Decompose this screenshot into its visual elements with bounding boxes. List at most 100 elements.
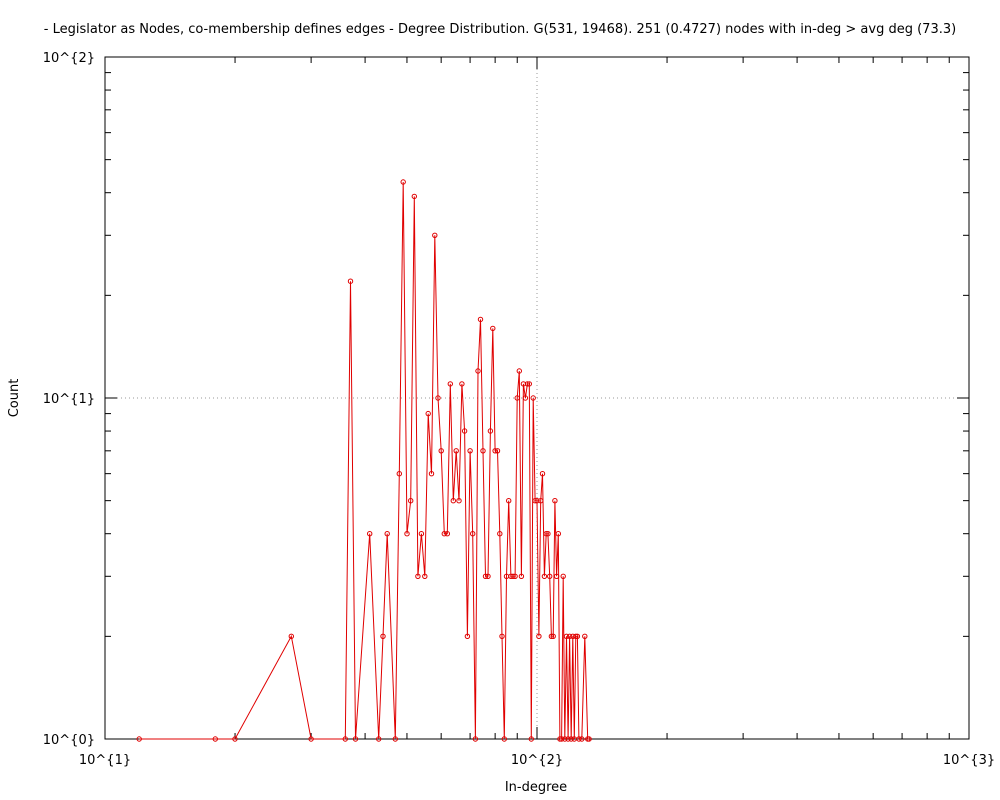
- data-point: [512, 573, 518, 579]
- data-point: [376, 736, 382, 742]
- data-point: [411, 193, 417, 200]
- data-point: [444, 531, 450, 537]
- data-point: [232, 736, 238, 742]
- data-point: [499, 633, 505, 639]
- data-point: [562, 736, 568, 742]
- data-point: [510, 573, 516, 579]
- data-point: [553, 573, 560, 579]
- data-point: [384, 531, 390, 537]
- data-point: [568, 736, 574, 742]
- data-point: [522, 395, 529, 401]
- data-point: [425, 410, 431, 417]
- data-point: [464, 633, 471, 639]
- data-series: [136, 179, 592, 742]
- data-point: [450, 498, 456, 504]
- data-point: [576, 736, 582, 742]
- x-tick-label: 10^{2}: [511, 753, 563, 768]
- data-point: [415, 573, 421, 579]
- data-point: [528, 736, 534, 742]
- data-point: [582, 633, 588, 639]
- data-point: [453, 448, 459, 454]
- data-point: [539, 471, 546, 477]
- data-point: [541, 573, 548, 579]
- data-point: [475, 368, 481, 374]
- data-point: [288, 633, 294, 639]
- data-point: [514, 395, 520, 401]
- data-point: [524, 381, 531, 387]
- data-point: [308, 736, 314, 742]
- data-point: [380, 633, 386, 639]
- data-point: [492, 448, 498, 454]
- data-point: [432, 232, 438, 239]
- data-point: [422, 573, 428, 579]
- chart-title: - Legislator as Nodes, co-membership def…: [44, 22, 956, 37]
- data-point: [392, 736, 398, 742]
- data-point: [441, 531, 447, 537]
- data-point: [404, 531, 410, 537]
- data-point: [494, 448, 501, 454]
- data-point: [212, 736, 219, 742]
- data-point: [545, 531, 551, 537]
- data-point: [563, 633, 570, 639]
- y-tick-label: 10^{1}: [43, 392, 95, 407]
- data-point: [516, 368, 522, 374]
- data-point: [447, 381, 453, 387]
- data-point: [470, 531, 476, 537]
- data-point: [342, 736, 348, 742]
- data-point: [477, 316, 484, 323]
- y-tick-label: 10^{0}: [43, 733, 95, 748]
- data-point: [547, 573, 553, 579]
- data-point: [526, 381, 532, 387]
- data-point: [501, 736, 507, 742]
- x-tick-label: 10^{3}: [943, 753, 995, 768]
- data-point: [579, 736, 585, 742]
- data-point: [565, 736, 571, 742]
- y-tick-label: 10^{2}: [43, 51, 95, 66]
- data-point: [400, 179, 406, 185]
- data-point: [408, 498, 414, 504]
- data-point: [480, 448, 486, 454]
- plot-frame: [104, 56, 970, 740]
- data-point: [586, 736, 592, 742]
- data-point: [418, 531, 425, 537]
- data-point: [532, 498, 538, 504]
- data-point: [461, 428, 468, 434]
- data-point: [367, 531, 373, 537]
- data-point: [459, 381, 465, 387]
- data-point: [347, 278, 354, 284]
- data-point: [538, 498, 544, 504]
- data-point: [574, 633, 581, 639]
- data-point: [428, 471, 435, 477]
- data-point: [552, 498, 558, 504]
- data-point: [435, 395, 441, 401]
- data-point: [550, 633, 556, 639]
- data-point: [534, 498, 540, 504]
- data-point: [560, 573, 566, 579]
- x-tick-label: 10^{1}: [79, 753, 131, 768]
- data-point: [558, 736, 565, 742]
- data-point: [136, 736, 142, 742]
- data-point: [573, 633, 579, 639]
- data-point: [536, 633, 542, 639]
- data-point: [555, 531, 561, 537]
- data-point: [485, 573, 491, 579]
- data-point: [566, 633, 573, 639]
- data-point: [396, 471, 402, 477]
- data-point: [506, 498, 512, 504]
- y-axis-label: Count: [7, 379, 22, 418]
- data-point: [456, 498, 462, 504]
- data-point: [518, 573, 525, 579]
- data-point: [352, 736, 359, 742]
- data-point: [548, 633, 555, 639]
- data-point: [467, 448, 473, 454]
- data-point: [497, 531, 503, 537]
- data-point: [472, 736, 479, 742]
- data-point: [490, 325, 496, 332]
- grid: [105, 57, 969, 739]
- data-point: [482, 573, 489, 579]
- data-point: [438, 448, 444, 454]
- series-line: [139, 181, 590, 740]
- data-point: [487, 428, 494, 434]
- data-point: [543, 531, 549, 537]
